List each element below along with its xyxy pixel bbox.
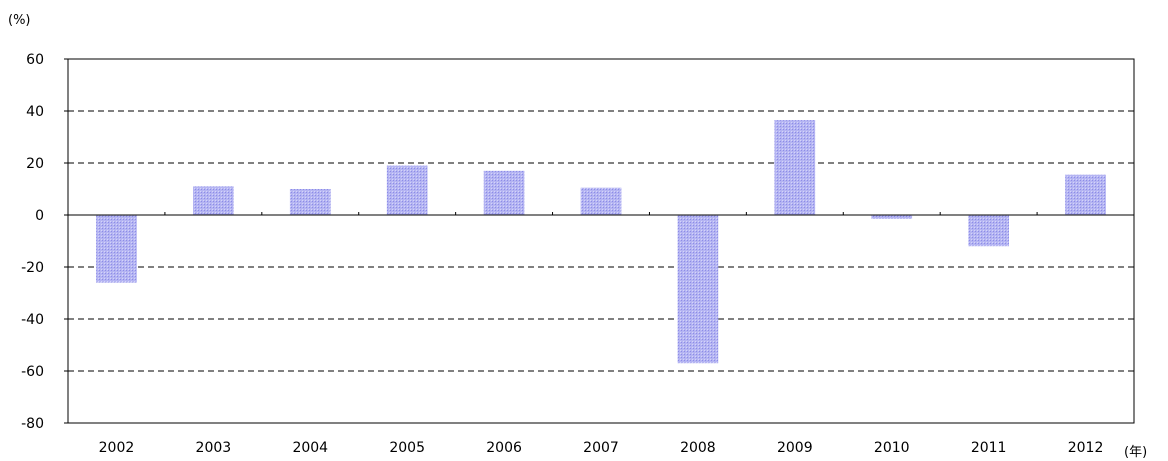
y-tick-label: 40 [26,104,44,120]
bar-2009 [774,120,816,215]
x-tick-label: 2006 [486,440,522,456]
x-axis-ticks: 2002 2003 2004 2005 2006 2007 2008 2009 2010 2011… [99,212,1104,456]
x-tick-label: 2010 [874,440,910,456]
bar-2012 [1065,174,1106,215]
x-tick-label: 2005 [389,440,425,456]
y-tick-label: -20 [21,260,44,276]
y-tick-label: -60 [21,364,44,380]
bar-2003 [193,186,234,215]
plot-area-border [67,58,1135,424]
y-tick-label: 20 [26,156,44,172]
y-tick-label: 0 [35,208,44,224]
bars [96,120,1106,364]
gridlines [68,110,1134,372]
bar-2007 [580,187,622,215]
bar-2011 [968,215,1009,247]
bar-2006 [483,170,525,215]
x-tick-label: 2007 [583,440,619,456]
bar-2002 [96,215,137,283]
bar-2010 [871,215,913,219]
y-axis-ticks: 60 40 20 0 -20 -40 -60 -80 [21,52,68,432]
y-axis-unit-label: (%) [8,13,31,28]
bar-2008 [677,215,719,364]
x-tick-label: 2002 [99,440,135,456]
x-tick-label: 2011 [971,440,1007,456]
x-axis-unit-label: (年) [1124,445,1147,460]
bar-2004 [289,189,331,215]
y-tick-label: 60 [26,52,44,68]
x-tick-label: 2009 [777,440,813,456]
y-tick-label: -80 [21,416,44,432]
bar-2005 [386,165,428,215]
y-tick-label: -40 [21,312,44,328]
x-tick-label: 2012 [1068,440,1104,456]
x-tick-label: 2008 [680,440,716,456]
x-tick-label: 2003 [196,440,232,456]
x-tick-label: 2004 [292,440,328,456]
